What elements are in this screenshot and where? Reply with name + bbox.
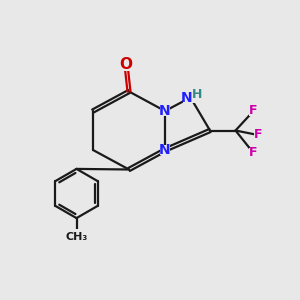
Text: O: O — [119, 57, 133, 72]
Bar — [254, 130, 262, 140]
Bar — [160, 106, 170, 116]
Bar — [249, 148, 258, 158]
Bar — [121, 58, 131, 70]
Text: H: H — [192, 88, 202, 101]
Text: F: F — [254, 128, 262, 142]
Text: N: N — [159, 143, 171, 157]
Bar — [249, 106, 258, 116]
Text: CH₃: CH₃ — [65, 232, 88, 242]
Text: N: N — [159, 104, 171, 118]
Text: F: F — [249, 104, 258, 118]
Bar — [183, 92, 198, 103]
Bar — [66, 229, 87, 240]
Bar — [160, 145, 170, 155]
Text: N: N — [181, 91, 193, 104]
Text: F: F — [249, 146, 258, 160]
